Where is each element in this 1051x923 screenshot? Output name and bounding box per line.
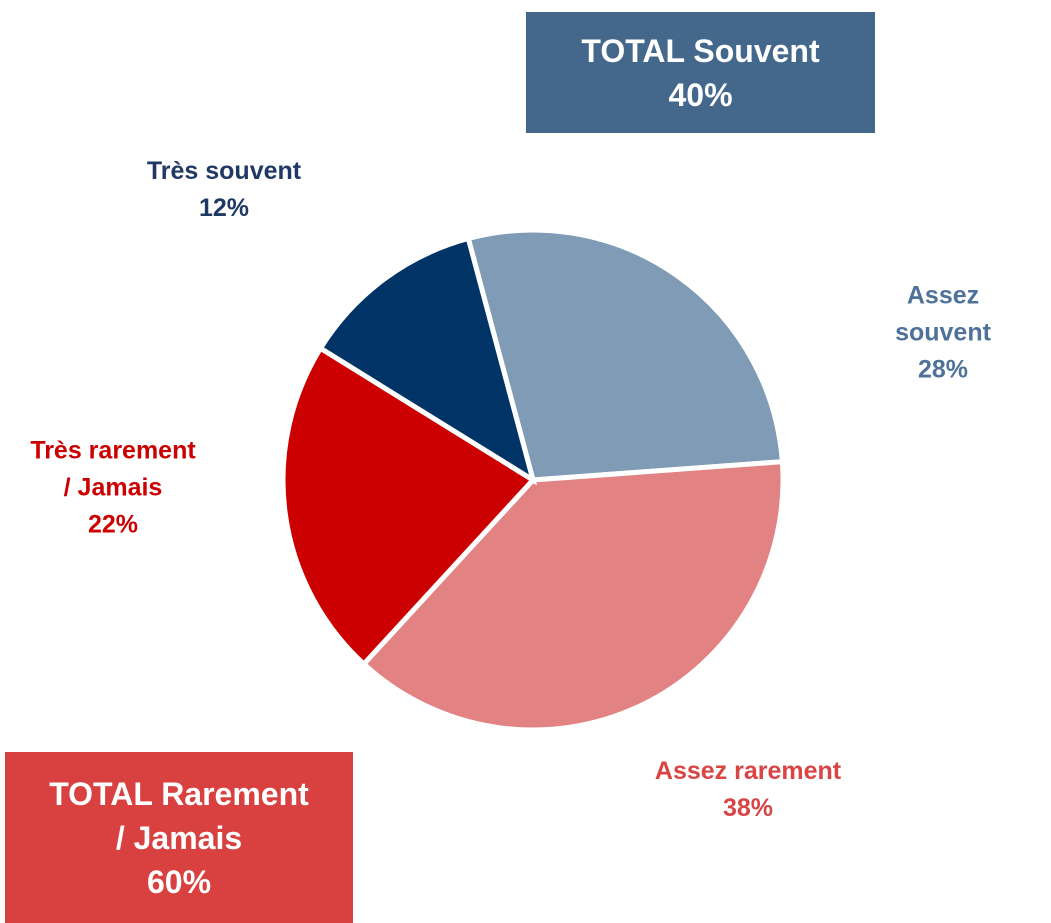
slice-category: Très souvent <box>146 157 302 185</box>
slice-value: 28% <box>917 355 969 384</box>
slice-value: 22% <box>87 510 139 539</box>
total-title: TOTAL Rarement / Jamais <box>49 775 309 856</box>
total-title: TOTAL Souvent <box>581 32 820 69</box>
slice-label: Assez rarement 38% <box>655 753 841 827</box>
total-box: TOTAL Rarement / Jamais 60% <box>5 752 353 923</box>
slice-category: Assez souvent <box>895 281 991 347</box>
pie-slice <box>360 459 786 733</box>
pie-slice <box>280 344 537 668</box>
slice-label: Très rarement / Jamais 22% <box>30 433 195 544</box>
slice-label: Très souvent 12% <box>147 153 301 227</box>
total-box: TOTAL Souvent 40% <box>526 12 875 133</box>
slice-value: 38% <box>722 794 774 822</box>
total-value: 60% <box>146 863 212 900</box>
slice-value: 12% <box>198 194 250 222</box>
slice-label: Assez souvent 28% <box>889 278 997 389</box>
slice-category: Très rarement / Jamais <box>30 436 196 502</box>
pie-slice <box>465 227 786 483</box>
pie-slice <box>317 235 538 486</box>
total-value: 40% <box>668 76 733 113</box>
slice-category: Assez rarement <box>654 757 842 785</box>
